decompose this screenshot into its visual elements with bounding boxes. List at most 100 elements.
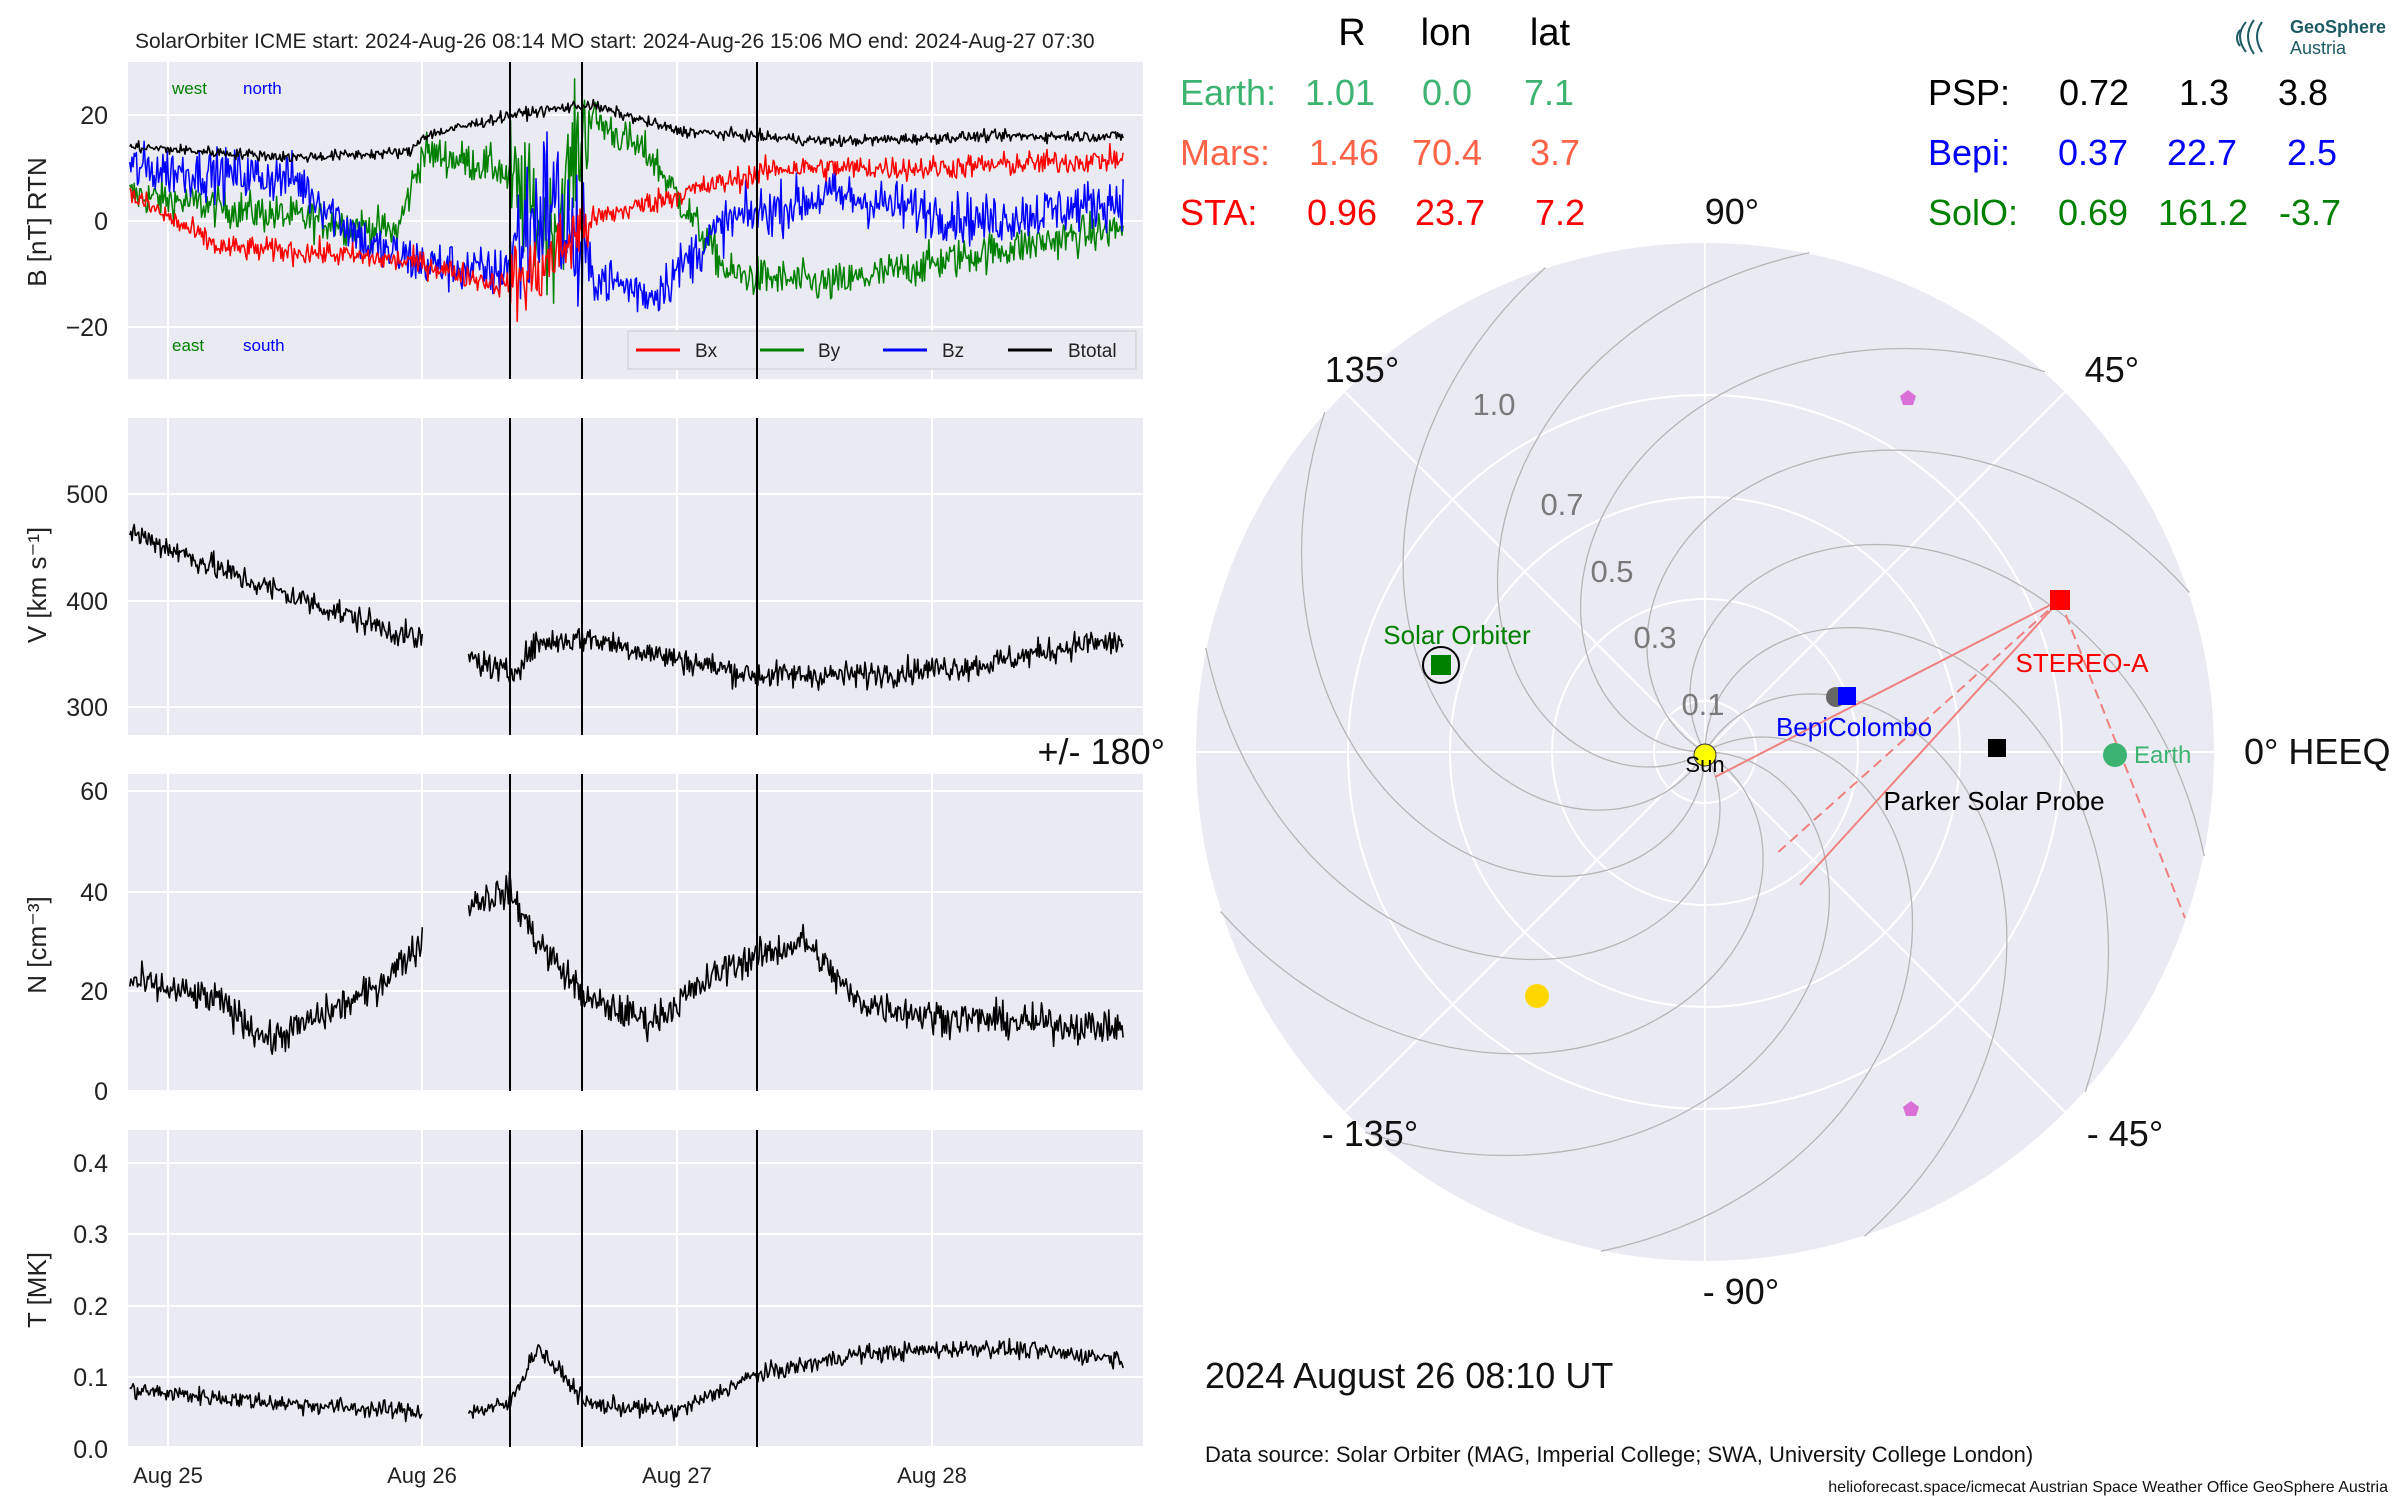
bepi-name: Bepi: [1928,132,2010,173]
l4-marker [1900,390,1916,405]
psp-label: Parker Solar Probe [1883,786,2104,816]
t-grid [128,1130,1143,1448]
spiral-line [1300,412,1706,878]
col-r: R [1338,12,1365,54]
xtick: Aug 28 [897,1463,967,1488]
earth-name: Earth: [1180,72,1276,113]
sta-name: STA: [1180,192,1257,233]
v-ytick: 400 [66,588,108,616]
col-lon: lon [1421,12,1472,54]
sun-marker [1693,743,1717,767]
legend-bx: Bx [695,341,718,362]
b-panel: 20 0 −20 B [nT] RTN west north east sout… [22,62,1143,379]
earth-marker [2103,743,2127,767]
series-line [129,523,1124,691]
psp-lon: 1.3 [2179,72,2229,113]
angle-label-135: 135° [1325,349,1399,390]
east-label: east [172,336,204,355]
sta-fov-dashed [2059,599,2186,919]
sta-marker [2050,590,2070,610]
sta-fov-line [1714,599,2061,778]
angle-label-m90: - 90° [1703,1271,1779,1312]
earth-label: Earth [2134,742,2191,769]
v-ytick: 300 [66,694,108,722]
t-ytick: 0.0 [73,1436,108,1464]
parker-spirals [1205,252,2205,1252]
bepi-label: BepiColombo [1776,712,1932,742]
xtick: Aug 27 [642,1463,712,1488]
b-ylabel: B [nT] RTN [22,157,52,287]
legend-by: By [818,341,841,362]
bepi-lat: 2.5 [2287,132,2337,173]
angle-label-m135: - 135° [1322,1113,1418,1154]
series-line [129,1337,1124,1423]
west-label: west [171,79,207,98]
n-lines [129,871,1124,1055]
series-line [129,98,1124,163]
series-line [129,131,1124,313]
solo-lat: -3.7 [2279,192,2341,233]
psp-r: 0.72 [2059,72,2129,113]
spiral-line [1205,647,1721,961]
r-label: 0.1 [1681,687,1724,722]
angle-label-90: 90° [1705,191,1759,232]
event-lines [509,62,758,1447]
spiral-line [1402,267,1706,811]
l5-marker [1903,1101,1919,1116]
series-line [129,871,1124,1055]
t-ylabel: T [MK] [22,1252,52,1328]
v-panel: 500 400 300 V [km s⁻¹] [22,418,1143,735]
v-ylabel: V [km s⁻¹] [22,527,52,643]
r-label: 0.3 [1633,620,1676,655]
geosphere-logo: GeoSphere Austria [2236,17,2386,58]
sta-fov [1714,599,2186,919]
spiral-line [1689,543,2205,857]
earth-lon: 0.0 [1422,72,1472,113]
n-ytick: 20 [80,978,108,1006]
solo-name: SolO: [1928,192,2018,233]
angle-label-45: 45° [2085,349,2139,390]
venus-marker [1525,984,1549,1008]
polar-plot: 90° 45° 135° +/- 180° 0° HEEQ - 135° - 4… [1038,191,2391,1312]
t-panel-bg [128,1130,1143,1447]
solo-label: Solar Orbiter [1383,620,1531,650]
angle-label-180: +/- 180° [1038,731,1165,772]
col-lat: lat [1530,12,1571,54]
b-ytick: −20 [66,314,108,342]
solo-ring [1422,646,1460,684]
spiral-line [1220,751,1764,1055]
legend-btotal: Btotal [1068,341,1117,362]
b-legend: Bx By Bz Btotal [627,330,1137,370]
n-panel: 60 40 20 0 N [cm⁻³] [22,774,1143,1106]
psp-marker [1988,739,2006,757]
data-source: Data source: Solar Orbiter (MAG, Imperia… [1205,1442,2033,1467]
spiral-line [1704,626,2110,1092]
bepi-r: 0.37 [2058,132,2128,173]
mars-name: Mars: [1180,132,1270,173]
spiral-line [1600,736,1914,1252]
v-panel-bg [128,418,1143,735]
v-lines [129,523,1124,691]
logo-icon [2236,19,2263,55]
n-grid [128,774,1143,1092]
t-panel: 0.4 0.3 0.2 0.1 0.0 T [MK] [22,1130,1143,1464]
t-ytick: 0.4 [73,1150,108,1178]
r-label: 0.5 [1590,554,1633,589]
legend-bz: Bz [942,341,964,362]
psp-lat: 3.8 [2278,72,2328,113]
solo-lon: 161.2 [2158,192,2248,233]
b-grid [128,62,1143,379]
sta-lat: 7.2 [1535,192,1585,233]
bepi-marker [1838,687,1856,705]
north-label: north [243,79,282,98]
n-ytick: 40 [80,879,108,907]
mars-lat: 3.7 [1530,132,1580,173]
angle-label-0: 0° HEEQ [2244,731,2390,772]
spiral-line [1646,449,2190,753]
earth-r: 1.01 [1305,72,1375,113]
sta-label: STEREO-A [2016,648,2150,678]
t-ytick: 0.3 [73,1221,108,1249]
t-ytick: 0.1 [73,1364,108,1392]
psp-name: PSP: [1928,72,2010,113]
